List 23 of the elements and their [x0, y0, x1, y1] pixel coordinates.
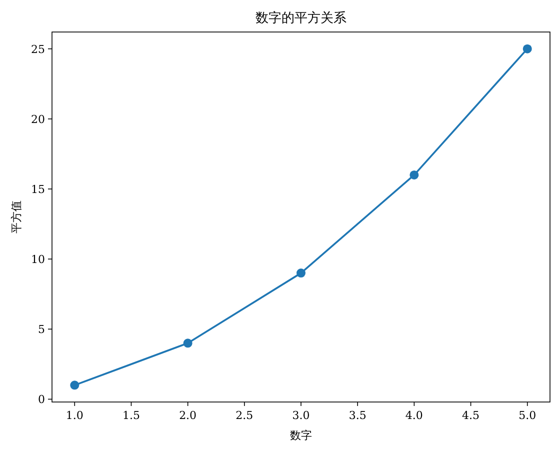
x-tick-label: 1.0 — [66, 409, 84, 422]
point — [183, 338, 192, 348]
chart-title: 数字的平方关系 — [256, 10, 346, 26]
y-tick-label: 10 — [31, 253, 45, 266]
x-tick-label: 4.5 — [462, 409, 480, 422]
y-tick-label: 20 — [31, 112, 45, 126]
point — [296, 268, 306, 278]
y-tick-label: 5 — [38, 323, 45, 336]
point — [410, 170, 419, 180]
x-tick-label: 1.5 — [122, 409, 140, 422]
point — [70, 380, 80, 390]
y-tick-label: 0 — [38, 393, 45, 406]
x-tick-label: 3.0 — [292, 409, 310, 422]
x-tick-label: 3.5 — [348, 409, 366, 422]
y-tick-label: 15 — [31, 182, 45, 196]
point — [522, 44, 532, 54]
x-tick-label: 4.0 — [405, 409, 423, 422]
x-tick-label: 5.0 — [518, 409, 536, 422]
y-axis-title: 平方值 — [10, 200, 23, 234]
x-tick-label: 2.5 — [236, 409, 254, 422]
y-tick-label: 25 — [31, 42, 45, 56]
x-tick-label: 2.0 — [179, 409, 197, 422]
x-axis-title: 数字 — [290, 429, 312, 442]
